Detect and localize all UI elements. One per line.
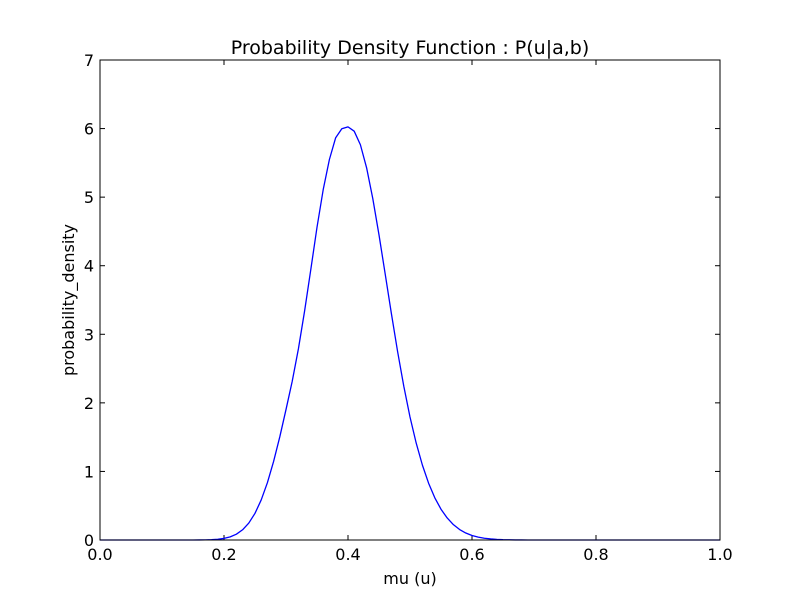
ticks-layer: 0.0 0.2 0.4 0.6 0.8 1.0 0 1 2 3 4 5 6 7 (84, 51, 733, 564)
x-tick-label: 0.0 (87, 545, 112, 564)
y-tick-label: 2 (84, 394, 94, 413)
x-tick-label: 0.4 (335, 545, 360, 564)
chart-title: Probability Density Function : P(u|a,b) (231, 37, 590, 59)
y-axis-label: probability_density (59, 224, 79, 376)
y-tick-label: 6 (84, 120, 94, 139)
y-tick-label: 0 (84, 531, 94, 550)
x-tick-label: 0.6 (459, 545, 484, 564)
y-tick-label: 3 (84, 325, 94, 344)
x-tick-label: 0.2 (211, 545, 236, 564)
x-tick-label: 1.0 (707, 545, 732, 564)
x-tick-label: 0.8 (583, 545, 608, 564)
x-axis-label: mu (u) (383, 569, 436, 588)
y-tick-label: 1 (84, 462, 94, 481)
y-tick-label: 4 (84, 257, 94, 276)
plot-frame (99, 59, 721, 541)
y-tick-label: 7 (84, 51, 94, 70)
y-tick-label: 5 (84, 188, 94, 207)
plot-area (100, 60, 720, 540)
